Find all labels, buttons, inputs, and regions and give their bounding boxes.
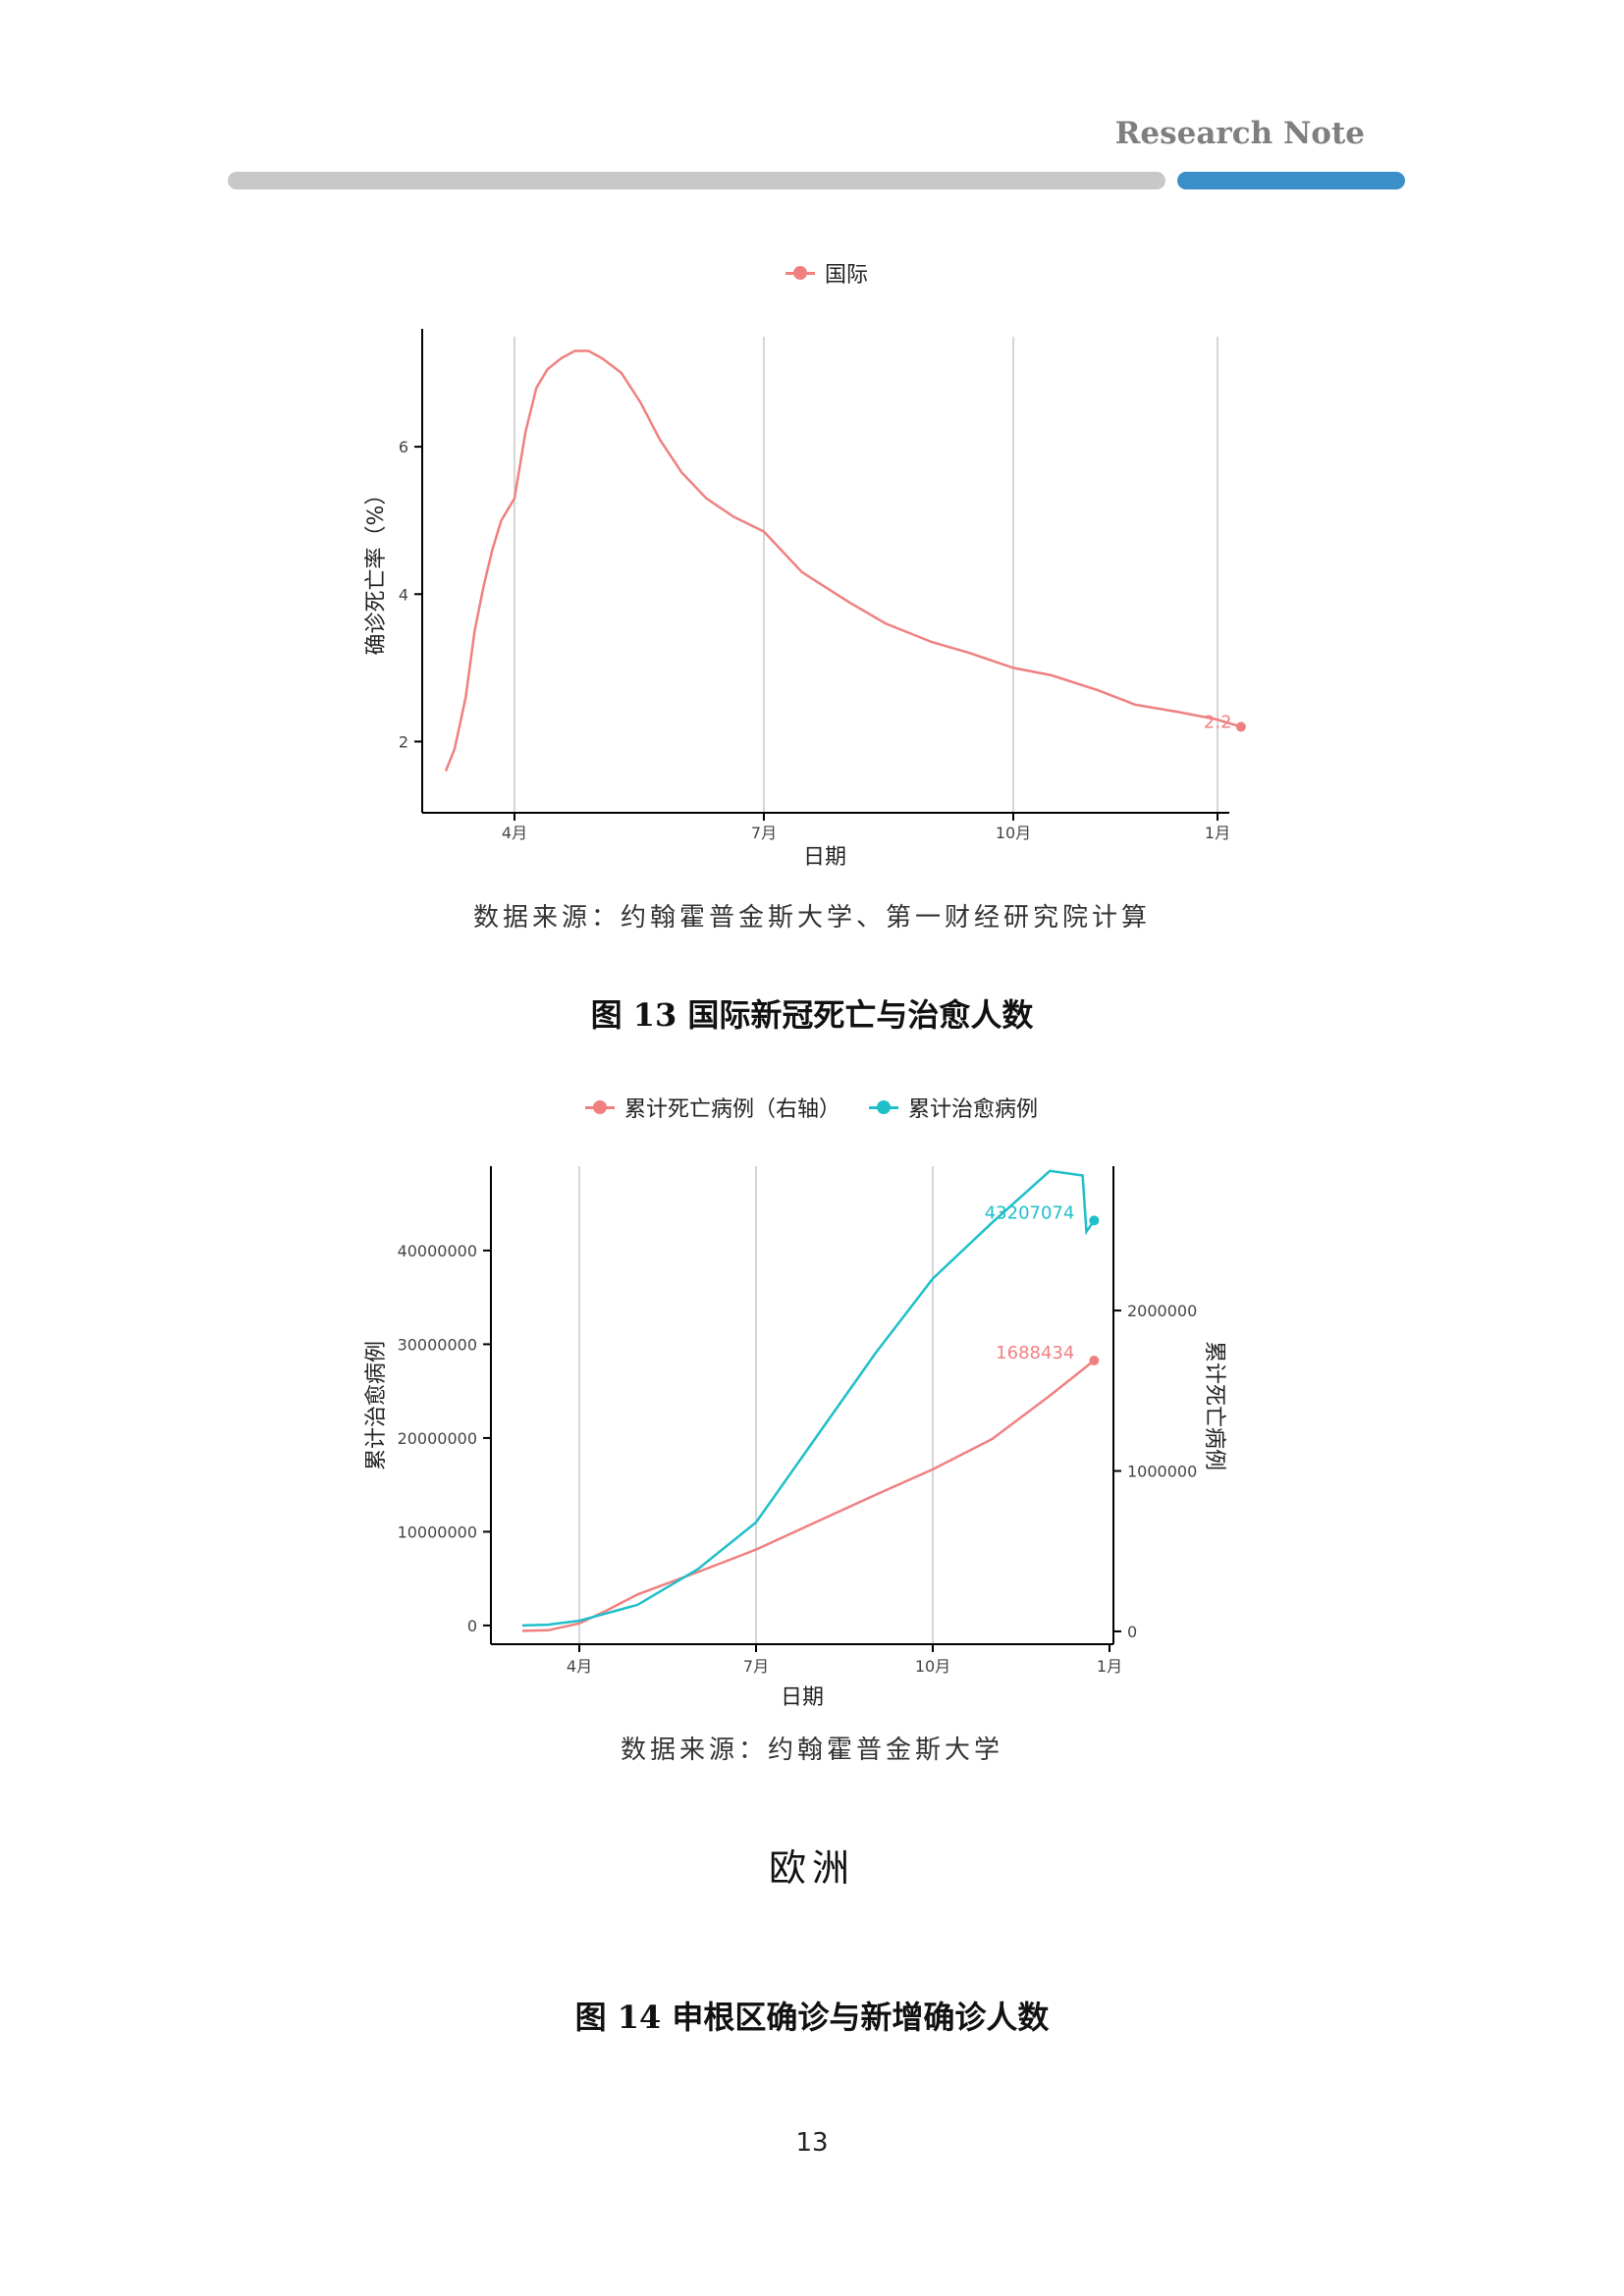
chart2-y-tick-label-left: 30000000 [398, 1335, 477, 1354]
chart1-source: 数据来源：约翰霍普金斯大学、第一财经研究院计算 [472, 903, 1151, 933]
chart2-legend-label-recovered: 累计治愈病例 [908, 1097, 1039, 1122]
header-rule-blue [1177, 172, 1405, 189]
chart2-legend-item-deaths: 累计死亡病例（右轴） [585, 1092, 840, 1123]
legend-swatch-icon [585, 1100, 615, 1114]
chart2-x-label: 日期 [781, 1685, 824, 1710]
chart1-legend-label: 国际 [825, 263, 869, 288]
chart2-source: 数据来源：约翰霍普金斯大学 [620, 1735, 1003, 1765]
chart1-legend: 国际 [785, 257, 890, 289]
chart2-legend-label-deaths: 累计死亡病例（右轴） [624, 1097, 841, 1122]
chart1-y-tick-label: 6 [399, 438, 408, 456]
chart1-x-tick-label: 7月 [751, 824, 777, 842]
chart2-y-tick-label-left: 20000000 [398, 1429, 477, 1448]
chart1-series-line [444, 349, 1242, 772]
chart1-x-tick-label: 4月 [502, 824, 527, 842]
chart2-x-tick-label: 1月 [1097, 1657, 1122, 1676]
fig14-title: 图 14 申根区确诊与新增确诊人数 [574, 1999, 1050, 2036]
chart1-x-tick-label: 1月 [1205, 824, 1230, 842]
chart2-end-point-deaths [1089, 1355, 1100, 1365]
chart2-series-recovered [521, 1169, 1096, 1628]
fig13-title: 图 13 国际新冠死亡与治愈人数 [590, 996, 1034, 1034]
chart2-legend-item-recovered: 累计治愈病例 [869, 1092, 1038, 1123]
chart1-death-rate: 2 4 6 4月 7月 10月 1月 2.2 日期 确诊死亡率（%） [364, 329, 1246, 870]
chart2-end-label-recovered: 43207074 [985, 1202, 1075, 1223]
chart1-y-label: 确诊死亡率（%） [364, 484, 389, 656]
chart2-y-tick-label-right: 2000000 [1127, 1302, 1197, 1320]
chart2-end-label-deaths: 1688434 [996, 1343, 1074, 1363]
legend-swatch-icon [869, 1100, 899, 1114]
chart1-legend-item: 国际 [785, 257, 868, 289]
chart2-y-tick-label-left: 40000000 [398, 1242, 477, 1260]
chart2-y-tick-label-right: 0 [1127, 1623, 1137, 1641]
chart2-y-tick-label-right: 1000000 [1127, 1463, 1197, 1481]
page-number: 13 [795, 2128, 829, 2158]
chart2-y-label-right: 累计死亡病例 [1202, 1341, 1226, 1470]
legend-swatch-icon [785, 266, 815, 280]
chart2-series-deaths [521, 1360, 1096, 1632]
chart2-y-label-left: 累计治愈病例 [364, 1341, 389, 1470]
chart2-end-point-recovered [1089, 1215, 1100, 1226]
chart1-y-tick-label: 2 [399, 732, 408, 751]
chart2-x-tick-label: 4月 [567, 1657, 592, 1676]
chart2-y-tick-label-left: 0 [467, 1617, 477, 1635]
chart1-x-label: 日期 [803, 845, 846, 870]
chart1-end-point [1235, 721, 1246, 732]
chart1-y-tick-label: 4 [399, 585, 408, 604]
chart1-end-label: 2.2 [1204, 712, 1232, 732]
header-label: Research Note [1114, 116, 1365, 151]
chart2-x-tick-label: 10月 [915, 1657, 950, 1676]
section-title: 欧洲 [768, 1846, 855, 1890]
chart2-y-tick-label-left: 10000000 [398, 1522, 477, 1541]
chart2-x-tick-label: 7月 [743, 1657, 769, 1676]
chart2-deaths-recovered: 0 10000000 20000000 30000000 40000000 0 10000… [364, 1166, 1226, 1710]
chart1-x-tick-label: 10月 [996, 824, 1031, 842]
chart2-legend: 累计死亡病例（右轴） 累计治愈病例 [585, 1092, 1059, 1123]
header-rule-grey [228, 172, 1165, 189]
